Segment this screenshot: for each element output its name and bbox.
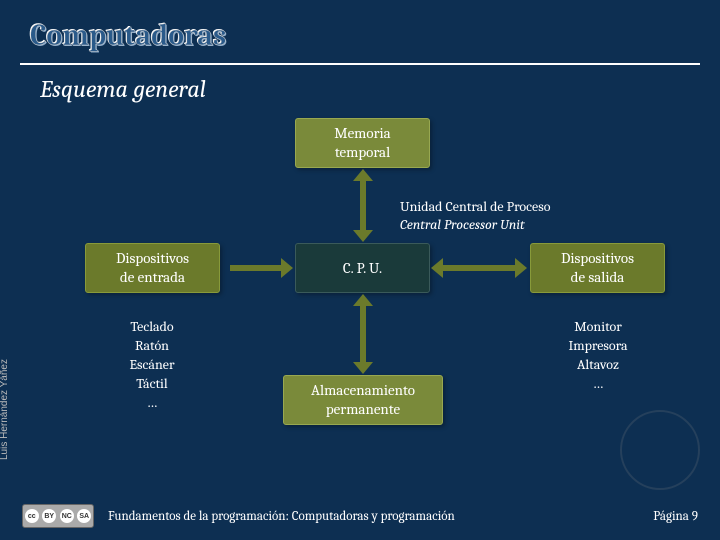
list-item: … — [102, 394, 202, 413]
page-subtitle: Esquema general — [0, 65, 720, 103]
cc-license-badge: cc BY NC SA — [22, 504, 94, 528]
list-item: Teclado — [102, 318, 202, 337]
nc-icon: NC — [60, 509, 74, 523]
arrow-cpu-storage — [356, 303, 370, 365]
arrow-mem-cpu — [356, 178, 370, 233]
output-examples: Monitor Impresora Altavoz … — [548, 318, 648, 394]
sa-icon: SA — [77, 509, 91, 523]
node-memory-line1: Memoria — [334, 124, 390, 143]
footer-text: Fundamentos de la programación: Computad… — [108, 509, 455, 524]
node-output-line2: de salida — [571, 268, 625, 287]
cpu-description: Unidad Central de Proceso Central Proces… — [400, 198, 550, 233]
node-memory: Memoria temporal — [295, 118, 430, 168]
diagram-area: Memoria temporal Unidad Central de Proce… — [0, 103, 720, 463]
page-number: Página 9 — [653, 509, 698, 524]
node-cpu-label: C. P. U. — [343, 259, 382, 278]
node-input-line1: Dispositivos — [116, 249, 189, 268]
cc-icon: cc — [25, 509, 39, 523]
node-input-line2: de entrada — [120, 268, 185, 287]
cpu-desc-line1: Unidad Central de Proceso — [400, 198, 550, 216]
node-storage: Almacenamiento permanente — [283, 375, 443, 425]
node-storage-line1: Almacenamiento — [311, 381, 415, 400]
node-output: Dispositivos de salida — [530, 243, 665, 293]
list-item: Impresora — [548, 337, 648, 356]
author-sidebar: Luis Hernández Yáñez — [0, 359, 10, 460]
list-item: Monitor — [548, 318, 648, 337]
footer: cc BY NC SA Fundamentos de la programaci… — [0, 504, 720, 528]
list-item: Ratón — [102, 337, 202, 356]
node-memory-line2: temporal — [335, 143, 390, 162]
arrow-input-cpu — [230, 261, 284, 275]
watermark-seal — [620, 410, 700, 490]
list-item: Escáner — [102, 356, 202, 375]
input-examples: Teclado Ratón Escáner Táctil … — [102, 318, 202, 412]
list-item: Táctil — [102, 375, 202, 394]
list-item: … — [548, 375, 648, 394]
cpu-desc-line2: Central Processor Unit — [400, 216, 550, 234]
list-item: Altavoz — [548, 356, 648, 375]
node-cpu: C. P. U. — [295, 243, 430, 293]
page-title: Computadoras — [30, 18, 690, 53]
arrow-cpu-output — [440, 261, 518, 275]
node-output-line1: Dispositivos — [561, 249, 634, 268]
by-icon: BY — [42, 509, 56, 523]
node-input: Dispositivos de entrada — [85, 243, 220, 293]
node-storage-line2: permanente — [326, 400, 400, 419]
